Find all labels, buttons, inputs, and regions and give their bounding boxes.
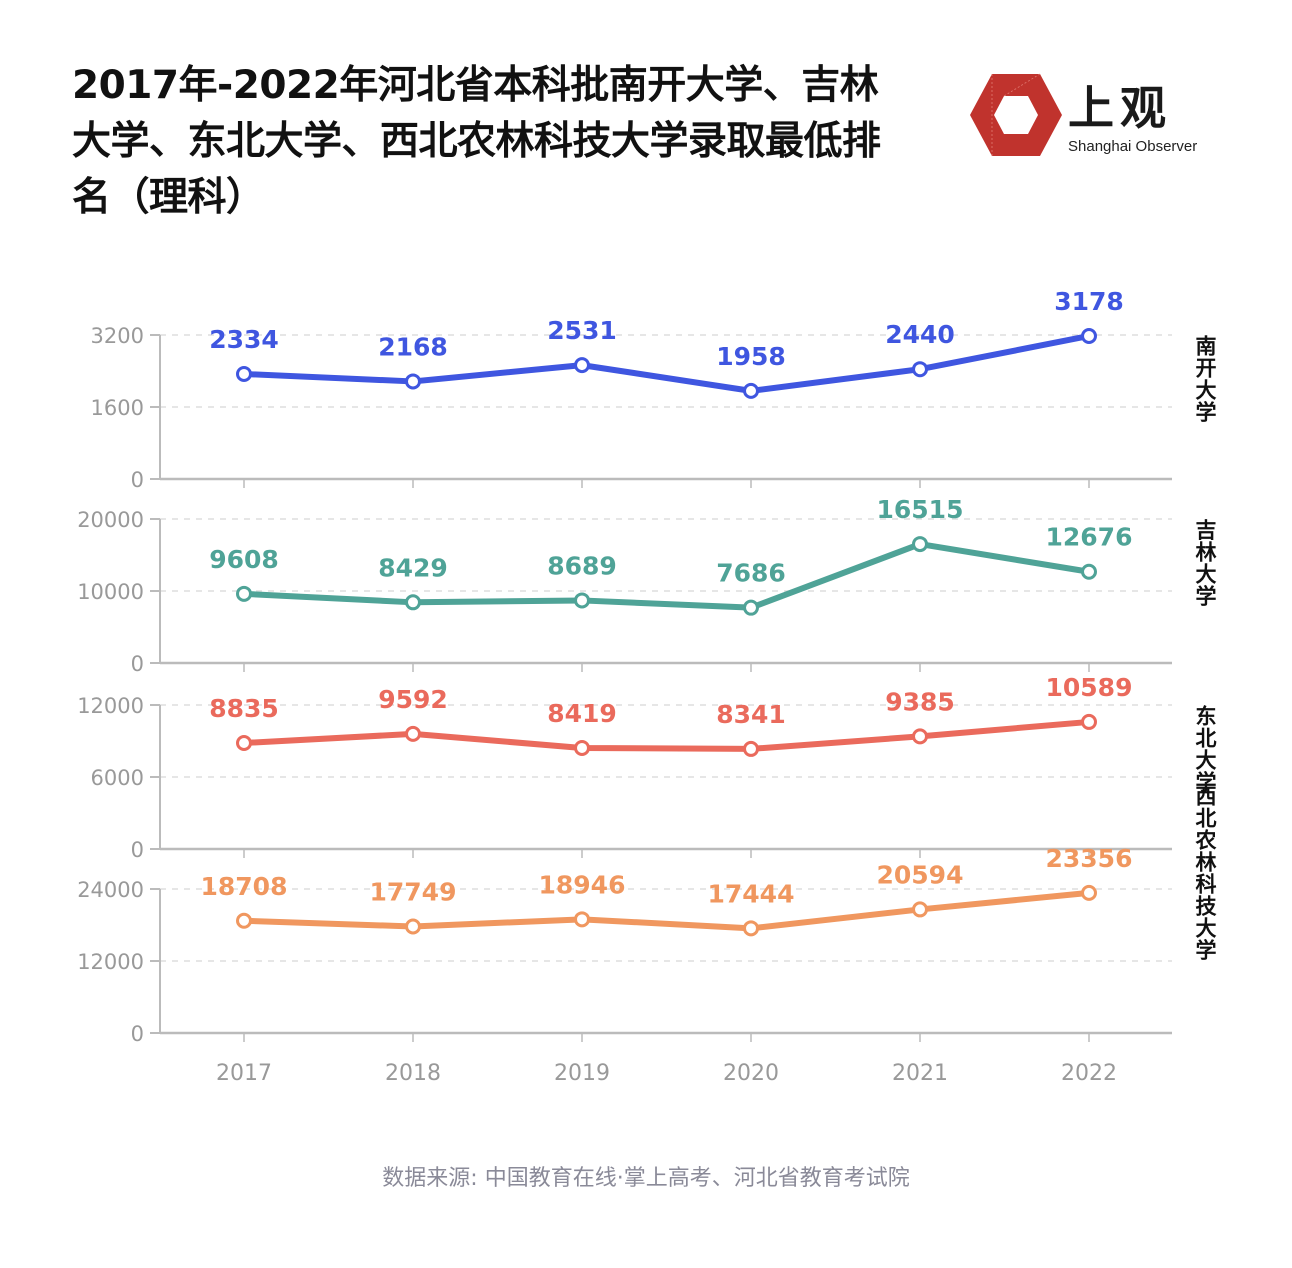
chart-title: 2017年-2022年河北省本科批南开大学、吉林大学、东北大学、西北农林科技大学… xyxy=(72,63,881,220)
data-label: 18708 xyxy=(201,872,288,901)
data-point xyxy=(574,357,590,374)
series-line xyxy=(241,889,1092,932)
panel-label: 西北农林科技大学 xyxy=(1193,785,1218,961)
data-label: 10589 xyxy=(1046,673,1133,702)
y-tick-label: 20000 xyxy=(77,508,144,532)
data-label: 20594 xyxy=(877,860,964,889)
x-tick-label: 2017 xyxy=(216,1061,272,1086)
data-point xyxy=(743,382,759,399)
data-point xyxy=(912,361,928,378)
data-label: 2440 xyxy=(885,320,955,349)
data-label: 8419 xyxy=(547,699,617,728)
data-label: 8689 xyxy=(547,551,617,580)
data-point xyxy=(912,728,928,745)
data-point xyxy=(1081,327,1097,344)
panel-label: 吉林大学 xyxy=(1193,519,1217,607)
hexagon-logo-icon xyxy=(970,73,1062,156)
data-point xyxy=(912,536,928,553)
data-label: 17749 xyxy=(370,878,457,907)
y-tick-label: 12000 xyxy=(77,950,144,974)
data-label: 3178 xyxy=(1054,287,1124,316)
x-tick-label: 2021 xyxy=(892,1061,948,1086)
data-label: 18946 xyxy=(539,870,626,899)
data-point xyxy=(236,365,252,382)
series-line xyxy=(241,541,1092,611)
data-point xyxy=(743,920,759,937)
series-line xyxy=(241,332,1092,394)
data-point xyxy=(574,739,590,756)
data-point xyxy=(574,592,590,609)
y-tick-label: 0 xyxy=(131,1022,144,1046)
data-point xyxy=(1081,884,1097,901)
y-tick-label: 12000 xyxy=(77,694,144,718)
x-tick-label: 2022 xyxy=(1061,1061,1117,1086)
data-label: 7686 xyxy=(716,559,786,588)
data-label: 8835 xyxy=(209,694,279,723)
data-label: 2168 xyxy=(378,332,448,361)
panel-label: 南开大学 xyxy=(1193,334,1217,423)
data-point xyxy=(1081,563,1097,580)
data-point xyxy=(236,912,252,929)
logo-english-text: Shanghai Observer xyxy=(1068,138,1198,155)
shanghai-observer-logo: 上观 Shanghai Observer xyxy=(968,72,1208,162)
data-label: 8429 xyxy=(378,553,448,582)
data-point xyxy=(236,734,252,751)
data-point xyxy=(405,373,421,390)
y-tick-label: 24000 xyxy=(77,878,144,902)
data-point xyxy=(236,585,252,602)
y-tick-label: 3200 xyxy=(91,324,144,348)
y-tick-label: 0 xyxy=(131,652,144,676)
y-tick-label: 6000 xyxy=(91,766,144,790)
data-label: 17444 xyxy=(708,879,795,908)
y-tick-label: 0 xyxy=(131,838,144,862)
logo-chinese-text: 上观 xyxy=(1068,81,1172,135)
data-source-note: 数据来源: 中国教育在线·掌上高考、河北省教育考试院 xyxy=(382,1166,910,1191)
x-tick-label: 2020 xyxy=(723,1061,779,1086)
x-tick-label: 2018 xyxy=(385,1061,441,1086)
data-label: 2531 xyxy=(547,316,617,345)
data-point xyxy=(405,918,421,935)
data-label: 9385 xyxy=(885,687,955,716)
data-label: 1958 xyxy=(716,342,786,371)
y-tick-label: 10000 xyxy=(77,580,144,604)
data-point xyxy=(405,594,421,611)
data-label: 23356 xyxy=(1046,844,1133,873)
y-tick-label: 1600 xyxy=(91,396,144,420)
y-tick-label: 0 xyxy=(131,468,144,492)
panel-label: 东北大学 xyxy=(1193,704,1217,793)
data-label: 8341 xyxy=(716,700,786,729)
series-line xyxy=(241,718,1092,752)
x-tick-label: 2019 xyxy=(554,1061,610,1086)
data-point xyxy=(743,740,759,757)
data-point xyxy=(912,901,928,918)
data-point xyxy=(574,911,590,928)
data-point xyxy=(1081,713,1097,730)
data-label: 2334 xyxy=(209,325,279,354)
data-label: 9592 xyxy=(378,685,448,714)
data-label: 12676 xyxy=(1046,523,1133,552)
data-point xyxy=(405,725,421,742)
data-point xyxy=(743,599,759,616)
data-label: 16515 xyxy=(877,495,964,524)
data-label: 9608 xyxy=(209,545,279,574)
